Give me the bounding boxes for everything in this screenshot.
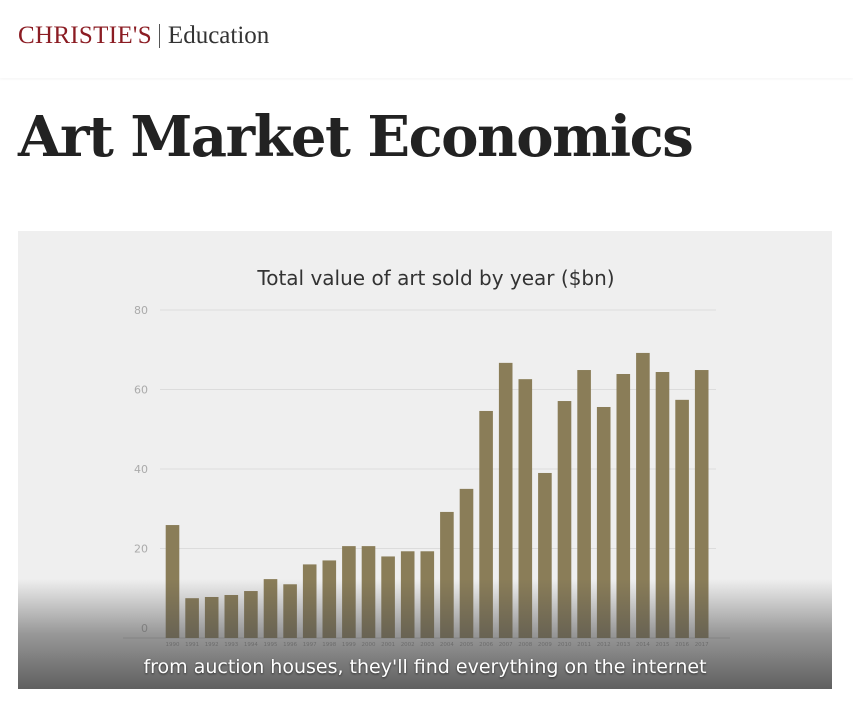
x-tick-label: 2002 xyxy=(401,642,415,648)
bar-2016 xyxy=(675,399,689,638)
video-player[interactable]: Total value of art sold by year ($bn) 0 2… xyxy=(18,231,832,689)
bar-1996 xyxy=(283,584,297,638)
bar-2000 xyxy=(361,546,376,638)
bar-2009 xyxy=(538,472,552,638)
x-tick-label: 1991 xyxy=(185,642,199,648)
x-tick-label: 2001 xyxy=(381,642,395,648)
bar-2004 xyxy=(440,511,454,638)
bar-2008 xyxy=(518,379,533,638)
x-tick-label: 2016 xyxy=(675,642,689,648)
x-tick-label: 2012 xyxy=(597,642,611,648)
bar-1991 xyxy=(185,598,199,638)
bar-2010 xyxy=(557,401,572,638)
bar-2002 xyxy=(400,551,415,638)
x-tick-label: 2014 xyxy=(636,642,650,648)
bar-2015 xyxy=(655,372,670,638)
x-tick-label: 1995 xyxy=(264,642,278,648)
bar-1998 xyxy=(322,560,337,638)
x-tick-label: 2005 xyxy=(460,642,474,648)
x-tick-label: 1998 xyxy=(322,642,336,648)
x-tick-label: 1996 xyxy=(283,642,297,648)
x-tick-label: 2000 xyxy=(362,642,376,648)
bar-1995 xyxy=(263,579,278,638)
bar-chart: Total value of art sold by year ($bn) 0 2… xyxy=(123,266,730,648)
brand-name: CHRISTIE'S xyxy=(18,22,152,49)
bar-1992 xyxy=(204,596,219,638)
section-name: Education xyxy=(167,22,270,49)
x-tick-label: 2009 xyxy=(538,642,552,648)
x-tick-label: 2006 xyxy=(479,642,493,648)
x-tick-label: 2004 xyxy=(440,642,454,648)
x-tick-label: 2017 xyxy=(695,642,709,648)
bar-2012 xyxy=(596,406,611,638)
x-tick-label: 1999 xyxy=(342,642,356,648)
x-tick-label: 2010 xyxy=(558,642,572,648)
x-tick-label: 2013 xyxy=(616,642,630,648)
x-tick-label: 2015 xyxy=(656,642,670,648)
bar-2007 xyxy=(498,362,513,638)
bar-1994 xyxy=(244,591,258,638)
x-tick-label: 1992 xyxy=(205,642,219,648)
bar-1993 xyxy=(224,595,239,638)
logo-divider xyxy=(158,24,160,48)
x-tick-label: 2007 xyxy=(499,642,513,648)
bar-1997 xyxy=(302,564,317,638)
bar-2011 xyxy=(577,370,591,638)
page-title: Art Market Economics xyxy=(18,104,694,170)
christies-education-logo[interactable]: CHRISTIE'S Education xyxy=(18,22,269,50)
bar-2003 xyxy=(420,551,435,638)
x-tick-label: 1994 xyxy=(244,642,258,648)
y-tick-label: 0 xyxy=(141,622,148,635)
bar-2005 xyxy=(459,488,474,638)
bar-1999 xyxy=(342,546,356,638)
x-tick-label: 2008 xyxy=(518,642,532,648)
site-header: CHRISTIE'S Education xyxy=(0,0,853,78)
y-tick-label: 20 xyxy=(134,543,148,556)
x-tick-label: 1990 xyxy=(166,642,180,648)
bar-1990 xyxy=(165,525,180,638)
y-tick-label: 80 xyxy=(134,304,148,317)
chart-title: Total value of art sold by year ($bn) xyxy=(256,266,614,290)
x-tick-label: 2003 xyxy=(420,642,434,648)
x-tick-label: 2011 xyxy=(577,642,591,648)
bar-2001 xyxy=(381,556,395,638)
y-tick-label: 60 xyxy=(134,384,148,397)
y-tick-label: 40 xyxy=(134,463,148,476)
bar-2013 xyxy=(616,373,631,638)
bar-2014 xyxy=(636,352,650,638)
x-tick-label: 1997 xyxy=(303,642,317,648)
bar-2006 xyxy=(479,410,493,638)
video-caption: from auction houses, they'll find everyt… xyxy=(143,656,707,678)
bar-2017 xyxy=(694,370,709,638)
x-tick-label: 1993 xyxy=(224,642,238,648)
